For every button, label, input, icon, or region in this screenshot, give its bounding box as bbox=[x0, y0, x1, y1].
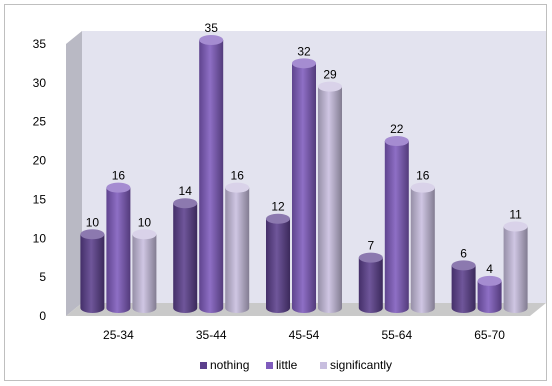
bar-top bbox=[80, 229, 105, 240]
data-label: 16 bbox=[416, 169, 430, 183]
bar-body bbox=[106, 187, 131, 313]
y-tick-label: 10 bbox=[33, 231, 47, 245]
x-tick-label: 35-44 bbox=[196, 328, 227, 342]
y-tick-label: 30 bbox=[33, 76, 47, 90]
legend-swatch bbox=[200, 362, 207, 369]
bar-top bbox=[477, 275, 502, 286]
bars: 10 16 10 14 35 16 12 32 29 7 22 16 6 4 11 bbox=[80, 21, 528, 313]
bar-body bbox=[358, 257, 383, 313]
bar-body bbox=[384, 141, 409, 313]
bar-significantly-65-70 bbox=[503, 221, 528, 313]
bar-top bbox=[410, 182, 435, 193]
bar-body bbox=[503, 226, 528, 313]
bar-top bbox=[132, 229, 157, 240]
data-label: 32 bbox=[297, 44, 311, 58]
bar-top bbox=[292, 58, 316, 69]
bar-significantly-55-64 bbox=[410, 182, 435, 313]
data-label: 16 bbox=[231, 169, 245, 183]
legend-label: significantly bbox=[330, 358, 392, 372]
bar-body bbox=[477, 280, 502, 313]
bar-top bbox=[106, 182, 131, 193]
x-tick-label: 25-34 bbox=[103, 328, 134, 342]
y-tick-label: 20 bbox=[33, 154, 47, 168]
data-label: 11 bbox=[509, 208, 522, 222]
bar-body bbox=[173, 203, 198, 313]
bar-nothing-35-44 bbox=[173, 198, 198, 313]
bar-top bbox=[225, 182, 250, 193]
data-label: 6 bbox=[460, 246, 467, 260]
bar-significantly-35-44 bbox=[225, 182, 250, 313]
bar-top bbox=[318, 81, 342, 92]
y-tick-label: 35 bbox=[33, 37, 47, 51]
data-label: 29 bbox=[323, 68, 337, 82]
bar-top bbox=[358, 252, 383, 263]
x-tick-label: 65-70 bbox=[474, 328, 505, 342]
y-tick-label: 5 bbox=[39, 270, 46, 284]
bar-significantly-25-34 bbox=[132, 229, 157, 313]
bar-little-45-54 bbox=[292, 58, 316, 313]
legend-swatch bbox=[266, 362, 273, 369]
y-tick-label: 0 bbox=[39, 309, 46, 323]
bar-nothing-45-54 bbox=[266, 213, 290, 313]
bar-top bbox=[503, 221, 528, 232]
data-label: 22 bbox=[390, 122, 404, 136]
bar-top bbox=[451, 260, 476, 271]
bar-nothing-65-70 bbox=[451, 260, 476, 313]
data-label: 16 bbox=[112, 169, 126, 183]
bar-little-65-70 bbox=[477, 275, 502, 313]
bar-body bbox=[451, 265, 476, 313]
bar-body bbox=[292, 63, 316, 313]
legend-label: nothing bbox=[210, 358, 249, 372]
legend: nothing little significantly bbox=[200, 358, 392, 372]
bar-little-55-64 bbox=[384, 136, 409, 313]
x-tick-label: 55-64 bbox=[381, 328, 412, 342]
bar-body bbox=[132, 234, 157, 313]
legend-label: little bbox=[276, 358, 298, 372]
data-label: 14 bbox=[179, 184, 193, 198]
bar-nothing-55-64 bbox=[358, 252, 383, 313]
data-label: 12 bbox=[271, 200, 285, 214]
x-axis: 25-34 35-44 45-54 55-64 65-70 bbox=[103, 328, 505, 342]
bar-significantly-45-54 bbox=[318, 81, 342, 313]
data-label: 7 bbox=[367, 239, 374, 253]
bar-top bbox=[199, 35, 224, 45]
bar-body bbox=[318, 86, 342, 313]
side-wall bbox=[66, 31, 82, 316]
bar-body bbox=[225, 187, 250, 313]
x-tick-label: 45-54 bbox=[289, 328, 320, 342]
bar-little-35-44 bbox=[199, 35, 224, 313]
bar-body bbox=[410, 187, 435, 313]
data-label: 35 bbox=[205, 21, 219, 35]
y-tick-label: 15 bbox=[33, 192, 47, 206]
legend-swatch bbox=[320, 362, 327, 369]
bar-little-25-34 bbox=[106, 182, 131, 313]
y-axis: 0 5 10 15 20 25 30 35 bbox=[33, 37, 47, 323]
data-label: 10 bbox=[138, 215, 152, 229]
bar-top bbox=[266, 213, 290, 224]
data-label: 10 bbox=[86, 215, 100, 229]
y-tick-label: 25 bbox=[33, 115, 47, 129]
bar-body bbox=[80, 234, 105, 313]
bar-body bbox=[199, 40, 224, 313]
bar-top bbox=[173, 198, 198, 209]
data-label: 4 bbox=[486, 262, 493, 276]
bar-top bbox=[384, 136, 409, 147]
bar-body bbox=[266, 218, 290, 313]
bar-nothing-25-34 bbox=[80, 229, 105, 313]
